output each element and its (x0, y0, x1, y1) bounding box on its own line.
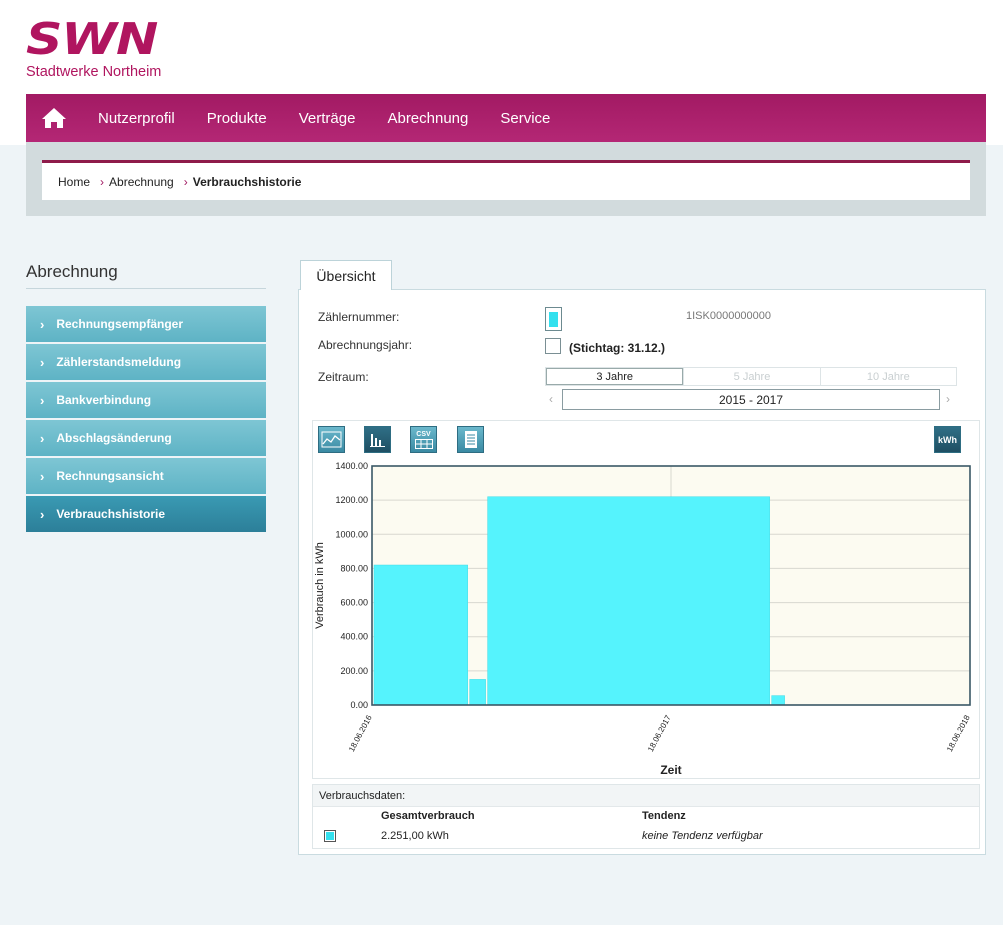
consumption-bar (469, 679, 486, 706)
period-option-3[interactable]: 3 Jahre (546, 368, 684, 385)
consumption-chart: 0.00 200.00 400.00 600.00 800.00 1000.00 1200.… (314, 461, 972, 777)
kwh-unit-button[interactable]: kWh (934, 426, 961, 453)
nav-item-service[interactable]: Service (500, 109, 551, 127)
chevron-right-icon: › (100, 174, 105, 189)
tab-uebersicht[interactable]: Übersicht (300, 260, 392, 290)
chevron-right-icon: › (40, 430, 45, 446)
breadcrumb: Home › Abrechnung › Verbrauchshistorie (42, 160, 970, 200)
sidebar-divider (26, 288, 266, 289)
next-range-icon[interactable]: › (946, 392, 950, 406)
nav-item-abrechnung[interactable]: Abrechnung (387, 109, 469, 127)
breadcrumb-abrechnung[interactable]: Abrechnung (109, 174, 174, 189)
line-chart-icon (321, 431, 342, 448)
chevron-right-icon: › (40, 316, 45, 332)
y-tick-label: 400.00 (340, 632, 368, 642)
sidebar-item-rechnungsansicht[interactable]: › Rechnungsansicht (26, 458, 266, 494)
trend-value: keine Tendenz verfügbar (642, 830, 763, 842)
y-tick-label: 600.00 (340, 598, 368, 608)
nav-item-nutzerprofil[interactable]: Nutzerprofil (98, 109, 175, 127)
sidebar-item-rechnungsempfaenger[interactable]: › Rechnungsempfänger (26, 306, 266, 342)
year-label: Abrechnungsjahr: (318, 338, 413, 352)
y-tick-label: 1400.00 (335, 461, 368, 471)
x-axis-label: Zeit (660, 763, 681, 777)
sidebar-item-label: Rechnungsempfänger (56, 317, 184, 331)
nav-item-vertraege[interactable]: Verträge (298, 109, 356, 127)
line-chart-button[interactable] (318, 426, 345, 453)
series-legend-swatch (324, 830, 336, 842)
trend-column-header: Tendenz (642, 810, 686, 822)
y-tick-label: 200.00 (340, 666, 368, 676)
total-column-header: Gesamtverbrauch (381, 810, 475, 822)
bar-chart-button[interactable] (364, 426, 391, 453)
chevron-right-icon: › (40, 468, 45, 484)
x-tick-label: 18.06.2016 (347, 713, 374, 753)
consumption-bar (373, 564, 468, 706)
chevron-right-icon: › (40, 392, 45, 408)
y-tick-label: 0.00 (350, 700, 368, 710)
consumption-data-title: Verbrauchsdaten: (313, 785, 979, 807)
stichtag-text: (Stichtag: 31.12.) (569, 341, 666, 355)
year-checkbox[interactable] (545, 338, 561, 354)
x-tick-label: 18.06.2018 (945, 713, 972, 753)
meter-color-swatch (549, 312, 558, 327)
home-icon (42, 108, 66, 128)
chevron-right-icon: › (40, 506, 45, 522)
sidebar-item-label: Zählerstandsmeldung (56, 355, 182, 369)
csv-label: CSV (416, 430, 431, 438)
sidebar-item-label: Bankverbindung (56, 393, 152, 407)
prev-range-icon[interactable]: ‹ (549, 392, 553, 406)
period-option-5[interactable]: 5 Jahre (683, 368, 819, 385)
sidebar-item-label: Rechnungsansicht (56, 469, 164, 483)
x-tick-label: 18.06.2017 (646, 713, 673, 753)
chevron-right-icon: › (40, 354, 45, 370)
sidebar-item-abschlagsaenderung[interactable]: › Abschlagsänderung (26, 420, 266, 456)
sidebar-item-verbrauchshistorie[interactable]: › Verbrauchshistorie (26, 496, 266, 532)
breadcrumb-area: Home › Abrechnung › Verbrauchshistorie (26, 142, 986, 216)
period-selector: 3 Jahre 5 Jahre 10 Jahre (545, 367, 957, 386)
nav-item-produkte[interactable]: Produkte (206, 109, 267, 127)
document-icon (464, 431, 477, 448)
logo-mark: SWN (26, 14, 158, 65)
table-icon (414, 438, 433, 449)
consumption-bar (771, 695, 785, 706)
logo-name: Stadtwerke Northeim (26, 64, 162, 80)
sidebar-menu: › Rechnungsempfänger › Zählerstandsmeldung… (26, 306, 266, 534)
sidebar-item-bankverbindung[interactable]: › Bankverbindung (26, 382, 266, 418)
y-tick-label: 1000.00 (335, 529, 368, 539)
y-axis-label: Verbrauch in kWh (314, 542, 326, 629)
y-tick-label: 1200.00 (335, 495, 368, 505)
y-tick-label: 800.00 (340, 563, 368, 573)
period-label: Zeitraum: (318, 370, 369, 384)
bar-chart-icon (370, 434, 385, 447)
sidebar-item-zaehlerstandsmeldung[interactable]: › Zählerstandsmeldung (26, 344, 266, 380)
meter-label: Zählernummer: (318, 310, 400, 324)
sidebar-item-label: Verbrauchshistorie (56, 507, 166, 521)
csv-export-button[interactable]: CSV (410, 426, 437, 453)
consumption-bar (487, 496, 770, 706)
legend-color (326, 832, 334, 840)
meter-select[interactable] (545, 307, 562, 331)
total-value: 2.251,00 kWh (381, 830, 449, 842)
consumption-data-box: Verbrauchsdaten: (312, 784, 980, 849)
document-button[interactable] (457, 426, 484, 453)
sidebar-item-label: Abschlagsänderung (56, 431, 172, 445)
meter-number: 1ISK0000000000 (686, 310, 772, 322)
breadcrumb-home[interactable]: Home (58, 174, 91, 189)
plot-frame (371, 465, 971, 706)
chevron-right-icon: › (183, 174, 188, 189)
period-option-10[interactable]: 10 Jahre (819, 368, 956, 385)
logo[interactable]: SWN Stadtwerke Northeim (26, 18, 162, 81)
main-nav: Nutzerprofil Produkte Verträge Abrechnun… (26, 94, 986, 142)
sidebar-title: Abrechnung (26, 262, 118, 281)
range-display: 2015 - 2017 (562, 389, 940, 410)
breadcrumb-current: Verbrauchshistorie (192, 174, 302, 189)
nav-home[interactable] (26, 94, 82, 142)
